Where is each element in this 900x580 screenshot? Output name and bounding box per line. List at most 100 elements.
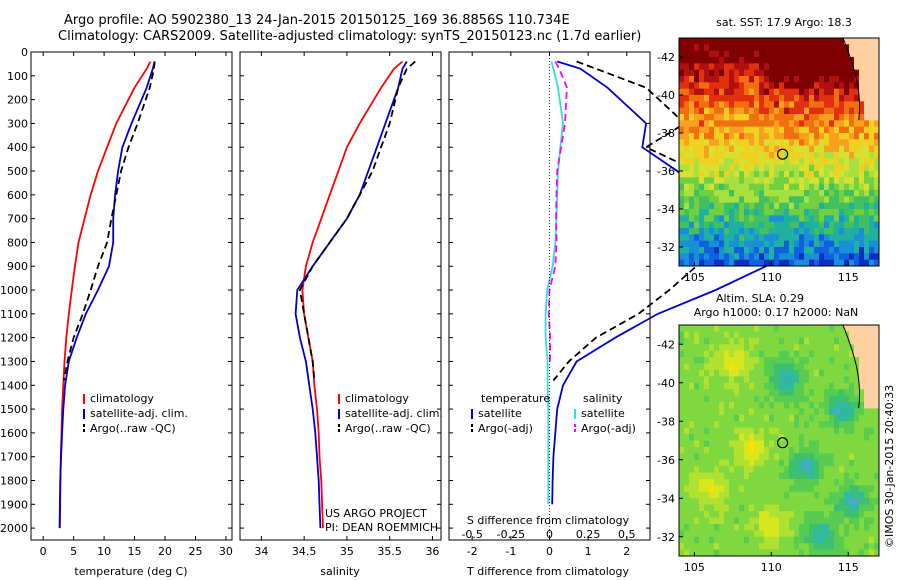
map-cell <box>759 511 765 518</box>
map-cell <box>864 82 870 90</box>
map-cell <box>809 202 815 210</box>
map-cell <box>839 259 845 267</box>
map-cell <box>874 485 880 493</box>
map-cell <box>684 107 690 115</box>
map-cell <box>784 133 790 140</box>
map-cell <box>679 95 685 102</box>
map-cell <box>799 421 805 429</box>
map-cell <box>704 485 710 493</box>
map-cell <box>834 466 840 473</box>
map-cell <box>849 369 855 377</box>
map-cell <box>854 190 860 197</box>
map-cell <box>849 69 855 77</box>
map-cell <box>844 152 850 159</box>
map-cell <box>864 202 870 210</box>
map-cell <box>684 414 690 422</box>
map-cell <box>724 350 730 358</box>
map-cell <box>844 504 850 512</box>
map-cell <box>829 337 835 345</box>
map-cell <box>829 485 835 493</box>
map-cell <box>724 164 730 172</box>
map-cell <box>854 485 860 493</box>
map-cell <box>709 95 715 102</box>
map-cell <box>714 382 720 390</box>
x-tick-label: 15 <box>128 545 142 558</box>
map-cell <box>754 171 760 178</box>
map-cell <box>759 325 765 332</box>
map-cell <box>694 395 700 403</box>
map-cell <box>679 253 685 261</box>
map-cell <box>794 421 800 429</box>
lat-tick-label: -40 <box>657 377 675 390</box>
map-cell <box>864 376 870 384</box>
map-cell <box>704 389 710 396</box>
map-cell <box>744 446 750 454</box>
map-cell <box>689 228 695 235</box>
map-cell <box>849 466 855 473</box>
map-cell <box>754 504 760 512</box>
map-cell <box>809 369 815 377</box>
map-cell <box>714 459 720 467</box>
map-cell <box>739 427 745 435</box>
map-cell <box>739 196 745 204</box>
map-cell <box>694 344 700 352</box>
map-cell <box>794 389 800 396</box>
legend-title-temperature: temperature <box>481 392 550 405</box>
map-cell <box>804 139 810 147</box>
map-cell <box>699 325 705 332</box>
map-cell <box>724 344 730 352</box>
map-cell <box>719 395 725 403</box>
map-cell <box>829 376 835 384</box>
map-cell <box>814 389 820 396</box>
map-cell <box>684 228 690 235</box>
map-cell <box>749 414 755 422</box>
map-cell <box>814 427 820 435</box>
map-cell <box>864 402 870 409</box>
map-cell <box>819 382 825 390</box>
map-cell <box>859 434 865 441</box>
map-cell <box>724 253 730 261</box>
lat-tick-label: -36 <box>657 454 675 467</box>
map-cell <box>809 107 815 115</box>
map-cell <box>849 523 855 531</box>
map-cell <box>804 234 810 242</box>
map-cell <box>829 215 835 223</box>
map-cell <box>679 363 685 371</box>
map-cell <box>774 63 780 71</box>
map-cell <box>714 408 720 416</box>
map-cell <box>849 549 855 557</box>
map-cell <box>679 491 685 499</box>
map-cell <box>784 196 790 204</box>
map-cell <box>699 240 705 248</box>
lon-tick-label: 105 <box>684 561 705 574</box>
map-cell <box>679 196 685 204</box>
map-cell <box>759 221 765 229</box>
map-cell <box>759 357 765 364</box>
map-cell <box>829 491 835 499</box>
map-cell <box>739 133 745 140</box>
map-cell <box>734 517 740 525</box>
map-cell <box>764 120 770 128</box>
map-cell <box>784 38 790 45</box>
map-cell <box>774 114 780 121</box>
map-cell <box>859 549 865 557</box>
map-cell <box>864 440 870 448</box>
map-cell <box>704 88 710 96</box>
map-cell <box>759 427 765 435</box>
map-cell <box>809 183 815 191</box>
map-cell <box>729 376 735 384</box>
map-cell <box>759 38 765 45</box>
map-cell <box>859 543 865 550</box>
map-cell <box>774 402 780 409</box>
map-cell <box>689 57 695 64</box>
map-cell <box>849 414 855 422</box>
map-cell <box>704 459 710 467</box>
map-cell <box>714 253 720 261</box>
map-cell <box>749 504 755 512</box>
map-cell <box>784 479 790 486</box>
map-cell <box>724 363 730 371</box>
map-cell <box>759 402 765 409</box>
map-cell <box>799 549 805 557</box>
y-tick-label: 1500 <box>0 403 28 416</box>
map-cell <box>779 376 785 384</box>
